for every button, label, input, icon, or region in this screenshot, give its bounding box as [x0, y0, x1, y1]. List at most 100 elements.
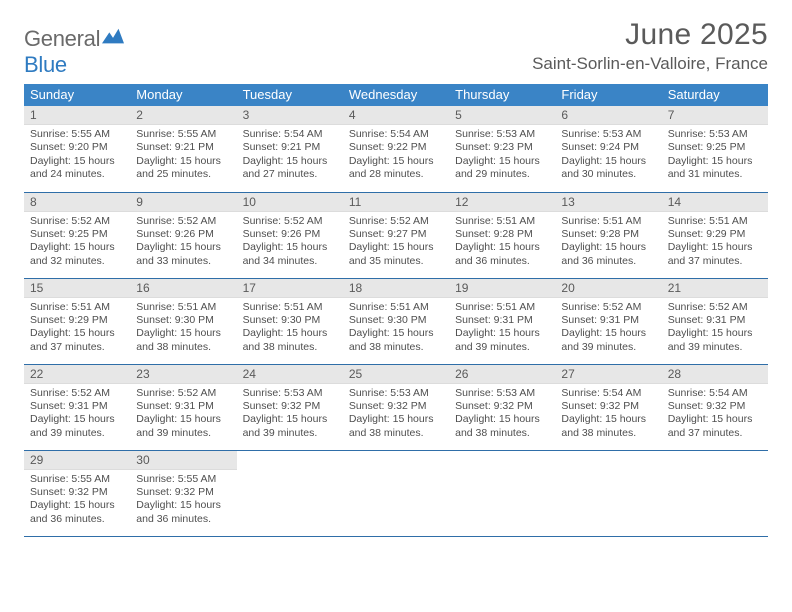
day-cell: 12Sunrise: 5:51 AMSunset: 9:28 PMDayligh… [449, 192, 555, 278]
empty-cell [449, 450, 555, 536]
sunset-line: Sunset: 9:32 PM [30, 486, 124, 499]
day-number: 22 [24, 365, 130, 384]
day-number: 29 [24, 451, 130, 470]
sunset-line: Sunset: 9:31 PM [455, 314, 549, 327]
sunset-line: Sunset: 9:29 PM [668, 228, 762, 241]
day-cell: 24Sunrise: 5:53 AMSunset: 9:32 PMDayligh… [237, 364, 343, 450]
daylight-line: Daylight: 15 hours and 37 minutes. [30, 327, 124, 354]
day-number: 19 [449, 279, 555, 298]
sunrise-line: Sunrise: 5:52 AM [136, 387, 230, 400]
daylight-line: Daylight: 15 hours and 39 minutes. [561, 327, 655, 354]
weekday-tuesday: Tuesday [237, 84, 343, 106]
daylight-line: Daylight: 15 hours and 39 minutes. [30, 413, 124, 440]
sunrise-line: Sunrise: 5:51 AM [668, 215, 762, 228]
sunset-line: Sunset: 9:28 PM [561, 228, 655, 241]
day-number: 28 [662, 365, 768, 384]
day-number: 13 [555, 193, 661, 212]
day-cell: 30 Sunrise: 5:55 AMSunset: 9:32 PMDayligh… [130, 450, 236, 536]
sunset-line: Sunset: 9:32 PM [136, 486, 230, 499]
sunrise-line: Sunrise: 5:54 AM [561, 387, 655, 400]
day-number: 27 [555, 365, 661, 384]
day-cell: 1Sunrise: 5:55 AMSunset: 9:20 PMDaylight… [24, 106, 130, 192]
day-body: Sunrise: 5:53 AMSunset: 9:24 PMDaylight:… [555, 125, 661, 186]
sunset-line: Sunset: 9:32 PM [455, 400, 549, 413]
sunset-line: Sunset: 9:30 PM [349, 314, 443, 327]
day-cell: 25Sunrise: 5:53 AMSunset: 9:32 PMDayligh… [343, 364, 449, 450]
day-number: 7 [662, 106, 768, 125]
day-body: Sunrise: 5:54 AMSunset: 9:32 PMDaylight:… [662, 384, 768, 445]
sunrise-line: Sunrise: 5:51 AM [243, 301, 337, 314]
day-cell: 13Sunrise: 5:51 AMSunset: 9:28 PMDayligh… [555, 192, 661, 278]
day-cell: 23Sunrise: 5:52 AMSunset: 9:31 PMDayligh… [130, 364, 236, 450]
weekday-wednesday: Wednesday [343, 84, 449, 106]
sunrise-line: Sunrise: 5:52 AM [136, 215, 230, 228]
daylight-line: Daylight: 15 hours and 38 minutes. [243, 327, 337, 354]
day-body: Sunrise: 5:52 AMSunset: 9:26 PMDaylight:… [130, 212, 236, 273]
logo-text-blue: Blue [24, 52, 67, 77]
sunrise-line: Sunrise: 5:53 AM [455, 128, 549, 141]
day-body: Sunrise: 5:51 AMSunset: 9:30 PMDaylight:… [343, 298, 449, 359]
sunrise-line: Sunrise: 5:55 AM [136, 473, 230, 486]
day-number: 2 [130, 106, 236, 125]
weekday-saturday: Saturday [662, 84, 768, 106]
day-number: 4 [343, 106, 449, 125]
day-body: Sunrise: 5:52 AMSunset: 9:31 PMDaylight:… [130, 384, 236, 445]
sunset-line: Sunset: 9:23 PM [455, 141, 549, 154]
day-body: Sunrise: 5:55 AMSunset: 9:20 PMDaylight:… [24, 125, 130, 186]
day-body: Sunrise: 5:51 AMSunset: 9:29 PMDaylight:… [662, 212, 768, 273]
daylight-line: Daylight: 15 hours and 39 minutes. [455, 327, 549, 354]
sunset-line: Sunset: 9:25 PM [668, 141, 762, 154]
day-cell: 18Sunrise: 5:51 AMSunset: 9:30 PMDayligh… [343, 278, 449, 364]
day-number: 8 [24, 193, 130, 212]
weekday-sunday: Sunday [24, 84, 130, 106]
sunrise-line: Sunrise: 5:53 AM [455, 387, 549, 400]
day-cell: 5Sunrise: 5:53 AMSunset: 9:23 PMDaylight… [449, 106, 555, 192]
day-number: 18 [343, 279, 449, 298]
daylight-line: Daylight: 15 hours and 33 minutes. [136, 241, 230, 268]
day-body: Sunrise: 5:53 AMSunset: 9:32 PMDaylight:… [237, 384, 343, 445]
logo: General Blue [24, 18, 124, 78]
day-number: 5 [449, 106, 555, 125]
daylight-line: Daylight: 15 hours and 36 minutes. [136, 499, 230, 526]
daylight-line: Daylight: 15 hours and 28 minutes. [349, 155, 443, 182]
day-number: 14 [662, 193, 768, 212]
daylight-line: Daylight: 15 hours and 39 minutes. [243, 413, 337, 440]
sunset-line: Sunset: 9:30 PM [243, 314, 337, 327]
day-body: Sunrise: 5:52 AMSunset: 9:31 PMDaylight:… [24, 384, 130, 445]
day-cell: 11Sunrise: 5:52 AMSunset: 9:27 PMDayligh… [343, 192, 449, 278]
calendar-page: General Blue June 2025 Saint-Sorlin-en-V… [0, 0, 792, 612]
sunrise-line: Sunrise: 5:52 AM [561, 301, 655, 314]
sunrise-line: Sunrise: 5:51 AM [136, 301, 230, 314]
sunrise-line: Sunrise: 5:55 AM [30, 128, 124, 141]
sunset-line: Sunset: 9:31 PM [136, 400, 230, 413]
sunrise-line: Sunrise: 5:54 AM [349, 128, 443, 141]
daylight-line: Daylight: 15 hours and 25 minutes. [136, 155, 230, 182]
daylight-line: Daylight: 15 hours and 38 minutes. [349, 327, 443, 354]
day-cell: 16Sunrise: 5:51 AMSunset: 9:30 PMDayligh… [130, 278, 236, 364]
day-number: 26 [449, 365, 555, 384]
day-cell: 2Sunrise: 5:55 AMSunset: 9:21 PMDaylight… [130, 106, 236, 192]
day-number: 23 [130, 365, 236, 384]
day-number: 10 [237, 193, 343, 212]
day-body: Sunrise: 5:55 AMSunset: 9:21 PMDaylight:… [130, 125, 236, 186]
header: General Blue June 2025 Saint-Sorlin-en-V… [24, 18, 768, 78]
weekday-thursday: Thursday [449, 84, 555, 106]
sunrise-line: Sunrise: 5:51 AM [455, 301, 549, 314]
day-number: 30 [130, 451, 236, 470]
day-cell: 10Sunrise: 5:52 AMSunset: 9:26 PMDayligh… [237, 192, 343, 278]
day-body: Sunrise: 5:52 AMSunset: 9:27 PMDaylight:… [343, 212, 449, 273]
page-title: June 2025 [532, 18, 768, 52]
day-number: 9 [130, 193, 236, 212]
calendar-table: Sunday Monday Tuesday Wednesday Thursday… [24, 84, 768, 537]
sunset-line: Sunset: 9:22 PM [349, 141, 443, 154]
day-body: Sunrise: 5:51 AMSunset: 9:28 PMDaylight:… [449, 212, 555, 273]
day-cell: 19 Sunrise: 5:51 AMSunset: 9:31 PMDayligh… [449, 278, 555, 364]
title-block: June 2025 Saint-Sorlin-en-Valloire, Fran… [532, 18, 768, 74]
logo-mark-icon [100, 26, 124, 51]
day-body: Sunrise: 5:55 AMSunset: 9:32 PMDaylight:… [24, 470, 130, 531]
daylight-line: Daylight: 15 hours and 38 minutes. [349, 413, 443, 440]
daylight-line: Daylight: 15 hours and 30 minutes. [561, 155, 655, 182]
sunrise-line: Sunrise: 5:54 AM [243, 128, 337, 141]
day-cell: 26Sunrise: 5:53 AMSunset: 9:32 PMDayligh… [449, 364, 555, 450]
sunrise-line: Sunrise: 5:54 AM [668, 387, 762, 400]
